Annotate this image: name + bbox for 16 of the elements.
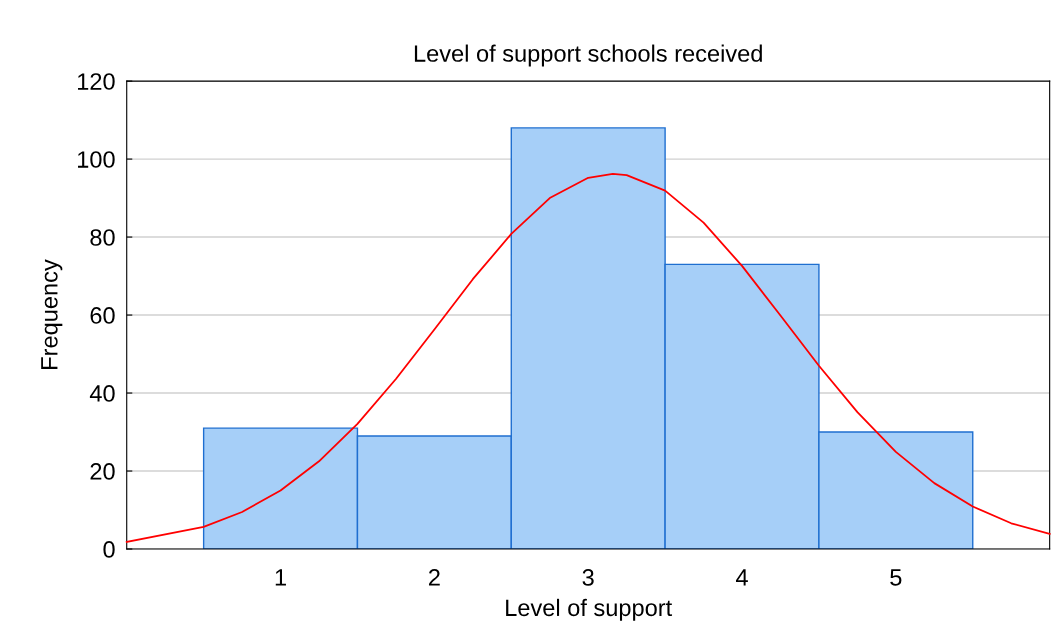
x-tick-label: 1 (275, 569, 286, 586)
x-tick-label: 4 (735, 569, 748, 586)
y-tick-label: 80 (90, 229, 115, 246)
y-tick-label: 40 (89, 385, 115, 402)
y-tick-label: 0 (103, 541, 115, 558)
y-axis-title: Frequency (41, 259, 63, 369)
x-tick-label: 5 (890, 569, 902, 586)
y-tick-label: 20 (90, 463, 115, 480)
line-series (125, 172, 1051, 543)
chart-title: Level of support schools received (414, 44, 762, 67)
y-tick-label: 60 (90, 307, 115, 324)
y-tick-label: 100 (78, 151, 115, 168)
x-axis-title: Level of support (506, 598, 673, 621)
x-tick-label: 2 (428, 569, 440, 586)
x-tick-label: 3 (582, 569, 594, 586)
y-tick-label: 120 (78, 73, 115, 90)
